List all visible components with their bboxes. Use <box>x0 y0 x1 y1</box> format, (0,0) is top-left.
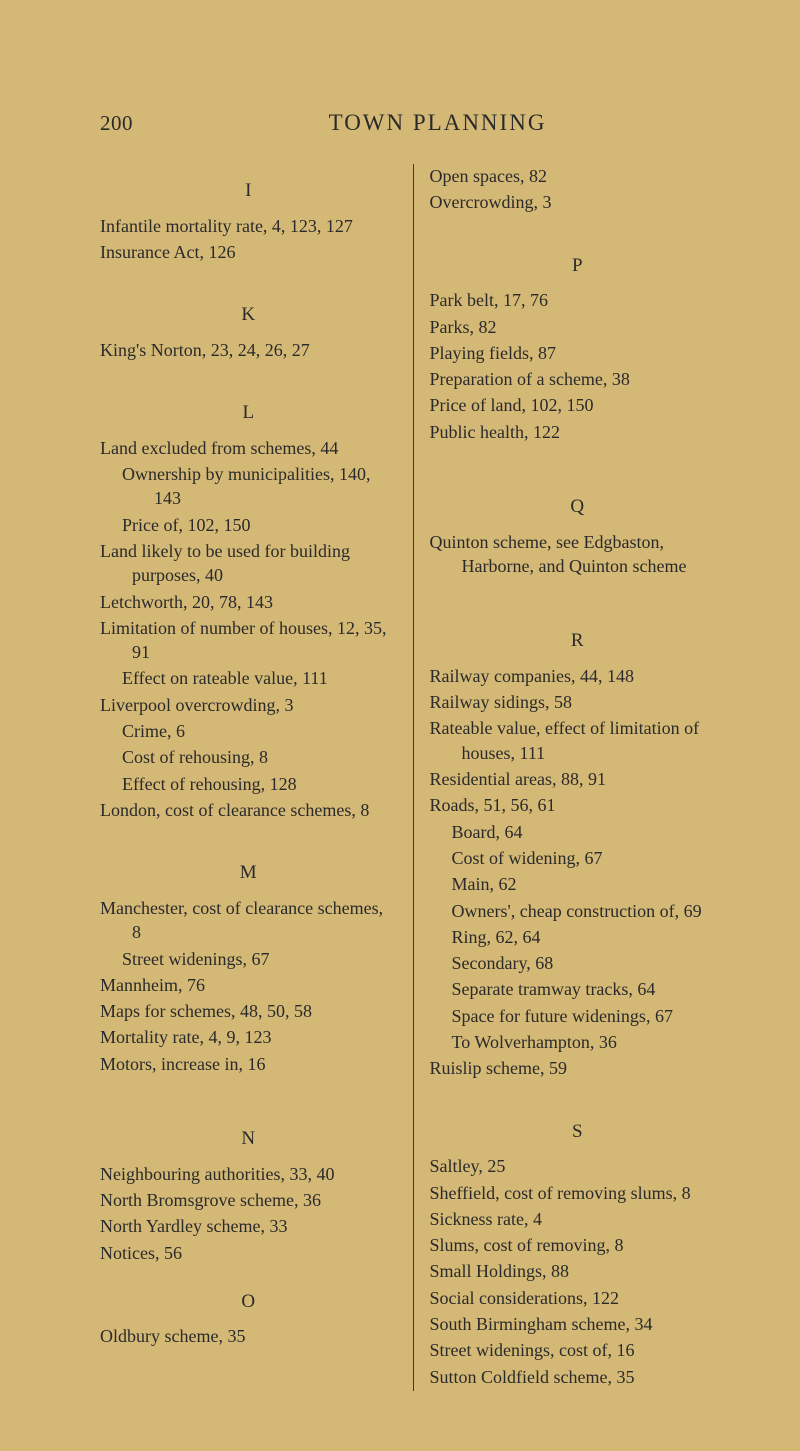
index-entry: Quinton scheme, see Edgbaston, Harborne,… <box>430 530 726 579</box>
index-entry: Preparation of a scheme, 38 <box>430 367 726 391</box>
index-entry: Land excluded from schemes, 44 <box>100 436 397 460</box>
index-entry: Residential areas, 88, 91 <box>430 767 726 791</box>
index-subentry: Ownership by municipalities, 140, 143 <box>100 462 397 511</box>
index-subentry: Separate tramway tracks, 64 <box>430 977 726 1001</box>
index-entry: Public health, 122 <box>430 420 726 444</box>
index-entry: Limitation of number of houses, 12, 35, … <box>100 616 397 665</box>
index-entry: Sheffield, cost of removing slums, 8 <box>430 1181 726 1205</box>
index-entry: Mortality rate, 4, 9, 123 <box>100 1025 397 1049</box>
index-entry: North Bromsgrove scheme, 36 <box>100 1188 397 1212</box>
index-subentry: Space for future widenings, 67 <box>430 1004 726 1028</box>
index-entry: Railway sidings, 58 <box>430 690 726 714</box>
section-letter-k: K <box>100 302 397 328</box>
index-entry: Street widenings, cost of, 16 <box>430 1338 726 1362</box>
index-entry: Infantile mortality rate, 4, 123, 127 <box>100 214 397 238</box>
index-entry: Manchester, cost of clearance schemes, 8 <box>100 896 397 945</box>
index-entry: London, cost of clearance schemes, 8 <box>100 798 397 822</box>
index-entry: Saltley, 25 <box>430 1154 726 1178</box>
index-subentry: Cost of rehousing, 8 <box>100 745 397 769</box>
index-entry: Insurance Act, 126 <box>100 240 397 264</box>
index-entry: South Birmingham scheme, 34 <box>430 1312 726 1336</box>
index-entry: Slums, cost of removing, 8 <box>430 1233 726 1257</box>
index-subentry: Effect of rehousing, 128 <box>100 772 397 796</box>
index-entry: North Yardley scheme, 33 <box>100 1214 397 1238</box>
index-subentry: Cost of widening, 67 <box>430 846 726 870</box>
index-entry: Oldbury scheme, 35 <box>100 1324 397 1348</box>
index-entry: Mannheim, 76 <box>100 973 397 997</box>
index-subentry: Crime, 6 <box>100 719 397 743</box>
left-column: I Infantile mortality rate, 4, 123, 127 … <box>100 164 413 1391</box>
index-columns: I Infantile mortality rate, 4, 123, 127 … <box>100 164 725 1391</box>
index-entry: King's Norton, 23, 24, 26, 27 <box>100 338 397 362</box>
index-entry: Notices, 56 <box>100 1241 397 1265</box>
index-entry: Price of land, 102, 150 <box>430 393 726 417</box>
index-entry: Railway companies, 44, 148 <box>430 664 726 688</box>
index-entry: Sutton Coldfield scheme, 35 <box>430 1365 726 1389</box>
index-subentry: Price of, 102, 150 <box>100 513 397 537</box>
index-subentry: Ring, 62, 64 <box>430 925 726 949</box>
index-subentry: Owners', cheap construction of, 69 <box>430 899 726 923</box>
index-entry: Overcrowding, 3 <box>430 190 726 214</box>
right-column: Open spaces, 82 Overcrowding, 3 P Park b… <box>413 164 726 1391</box>
index-subentry: Street widenings, 67 <box>100 947 397 971</box>
section-letter-m: M <box>100 860 397 886</box>
section-letter-n: N <box>100 1126 397 1152</box>
section-letter-p: P <box>430 253 726 279</box>
index-entry: Open spaces, 82 <box>430 164 726 188</box>
page: 200 TOWN PLANNING I Infantile mortality … <box>0 0 800 1451</box>
index-entry: Small Holdings, 88 <box>430 1259 726 1283</box>
section-letter-s: S <box>430 1119 726 1145</box>
index-entry: Letchworth, 20, 78, 143 <box>100 590 397 614</box>
index-entry: Ruislip scheme, 59 <box>430 1056 726 1080</box>
section-letter-q: Q <box>430 494 726 520</box>
index-entry: Liverpool overcrowding, 3 <box>100 693 397 717</box>
index-entry: Maps for schemes, 48, 50, 58 <box>100 999 397 1023</box>
index-subentry: Secondary, 68 <box>430 951 726 975</box>
index-subentry: To Wolverhampton, 36 <box>430 1030 726 1054</box>
index-entry: Park belt, 17, 76 <box>430 288 726 312</box>
header: 200 TOWN PLANNING <box>100 110 725 136</box>
index-subentry: Effect on rateable value, 111 <box>100 666 397 690</box>
section-letter-r: R <box>430 628 726 654</box>
section-letter-i: I <box>100 178 397 204</box>
index-entry: Motors, increase in, 16 <box>100 1052 397 1076</box>
index-entry: Parks, 82 <box>430 315 726 339</box>
section-letter-l: L <box>100 400 397 426</box>
index-entry: Sickness rate, 4 <box>430 1207 726 1231</box>
index-entry: Rateable value, effect of limitation of … <box>430 716 726 765</box>
index-entry: Neighbouring authorities, 33, 40 <box>100 1162 397 1186</box>
section-letter-o: O <box>100 1289 397 1315</box>
page-title: TOWN PLANNING <box>150 110 725 136</box>
index-entry: Roads, 51, 56, 61 <box>430 793 726 817</box>
index-entry: Social considerations, 122 <box>430 1286 726 1310</box>
index-subentry: Main, 62 <box>430 872 726 896</box>
index-subentry: Board, 64 <box>430 820 726 844</box>
index-entry: Playing fields, 87 <box>430 341 726 365</box>
index-entry: Land likely to be used for building purp… <box>100 539 397 588</box>
